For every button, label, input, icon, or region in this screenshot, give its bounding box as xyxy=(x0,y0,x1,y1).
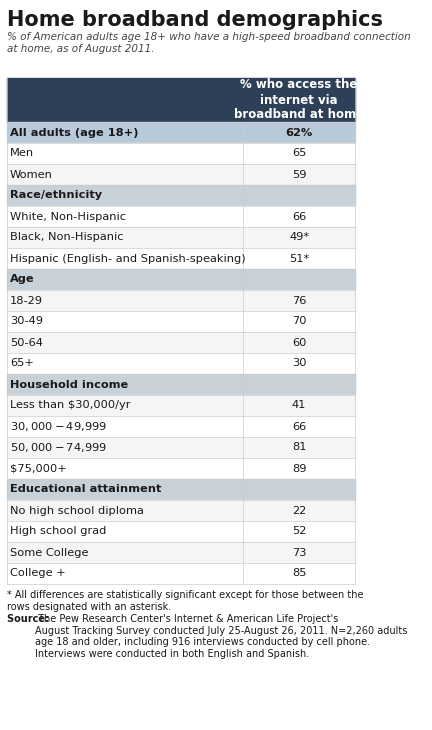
Bar xyxy=(7,395,355,416)
Bar xyxy=(7,458,355,479)
Text: 22: 22 xyxy=(292,505,306,515)
Text: Home broadband demographics: Home broadband demographics xyxy=(7,10,383,30)
Bar xyxy=(7,332,355,353)
Text: Women: Women xyxy=(10,169,53,180)
Bar xyxy=(7,248,355,269)
Text: Source:: Source: xyxy=(7,614,52,624)
Text: No high school diploma: No high school diploma xyxy=(10,505,144,515)
Text: % of American adults age 18+ who have a high-speed broadband connection
at home,: % of American adults age 18+ who have a … xyxy=(7,32,410,53)
Bar xyxy=(7,542,355,563)
Text: Some College: Some College xyxy=(10,548,89,558)
Text: 73: 73 xyxy=(292,548,306,558)
Text: 49*: 49* xyxy=(289,232,309,242)
Text: Hispanic (English- and Spanish-speaking): Hispanic (English- and Spanish-speaking) xyxy=(10,253,246,264)
Text: 65+: 65+ xyxy=(10,358,34,369)
Bar xyxy=(7,269,355,290)
Text: $30,000-$49,999: $30,000-$49,999 xyxy=(10,420,107,433)
Bar xyxy=(7,353,355,374)
Bar xyxy=(7,164,355,185)
Bar xyxy=(7,78,355,122)
Text: 60: 60 xyxy=(292,337,306,347)
Text: 89: 89 xyxy=(292,464,306,474)
Bar xyxy=(7,437,355,458)
Text: Educational attainment: Educational attainment xyxy=(10,485,162,494)
Text: White, Non-Hispanic: White, Non-Hispanic xyxy=(10,212,126,221)
Text: % who access the
internet via
broadband at home: % who access the internet via broadband … xyxy=(234,79,364,121)
Text: 59: 59 xyxy=(292,169,306,180)
Text: The Pew Research Center's Internet & American Life Project's
August Tracking Sur: The Pew Research Center's Internet & Ame… xyxy=(35,614,407,658)
Text: 66: 66 xyxy=(292,212,306,221)
Text: $75,000+: $75,000+ xyxy=(10,464,67,474)
Text: 66: 66 xyxy=(292,421,306,431)
Text: 81: 81 xyxy=(292,442,306,453)
Text: Household income: Household income xyxy=(10,380,128,390)
Text: 30-49: 30-49 xyxy=(10,317,43,326)
Text: 65: 65 xyxy=(292,148,306,158)
Text: 62%: 62% xyxy=(286,128,313,137)
Bar xyxy=(7,290,355,311)
Text: $50,000-$74,999: $50,000-$74,999 xyxy=(10,441,107,454)
Text: 51*: 51* xyxy=(289,253,309,264)
Text: 85: 85 xyxy=(292,569,306,578)
Text: 76: 76 xyxy=(292,296,306,305)
Text: Age: Age xyxy=(10,274,35,285)
Bar xyxy=(7,500,355,521)
Text: 18-29: 18-29 xyxy=(10,296,43,305)
Text: Race/ethnicity: Race/ethnicity xyxy=(10,191,102,201)
Text: 52: 52 xyxy=(292,526,306,537)
Bar xyxy=(7,521,355,542)
Text: Black, Non-Hispanic: Black, Non-Hispanic xyxy=(10,232,124,242)
Bar xyxy=(7,122,355,143)
Text: 30: 30 xyxy=(292,358,306,369)
Text: All adults (age 18+): All adults (age 18+) xyxy=(10,128,139,137)
Bar xyxy=(7,311,355,332)
Bar xyxy=(7,206,355,227)
Text: 50-64: 50-64 xyxy=(10,337,43,347)
Bar xyxy=(7,143,355,164)
Bar xyxy=(7,416,355,437)
Text: High school grad: High school grad xyxy=(10,526,106,537)
Text: 70: 70 xyxy=(292,317,306,326)
Text: 41: 41 xyxy=(292,401,306,410)
Text: * All differences are statistically significant except for those between the
row: * All differences are statistically sign… xyxy=(7,590,363,612)
Bar xyxy=(7,227,355,248)
Text: Men: Men xyxy=(10,148,34,158)
Bar xyxy=(7,374,355,395)
Text: College +: College + xyxy=(10,569,66,578)
Text: Less than $30,000/yr: Less than $30,000/yr xyxy=(10,401,130,410)
Bar xyxy=(7,563,355,584)
Bar xyxy=(7,185,355,206)
Bar xyxy=(7,479,355,500)
